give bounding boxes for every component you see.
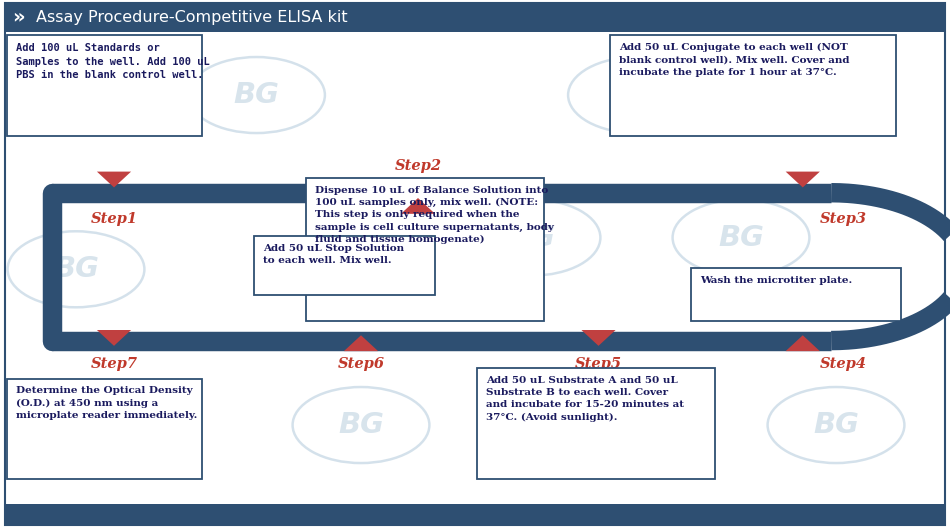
Text: Step3: Step3 [820,212,867,226]
Text: BG: BG [813,411,859,439]
Polygon shape [344,335,378,351]
Text: Step2: Step2 [394,159,442,173]
Text: BG: BG [509,223,555,252]
Text: Add 100 uL Standards or
Samples to the well. Add 100 uL
PBS in the blank control: Add 100 uL Standards or Samples to the w… [16,43,210,80]
FancyBboxPatch shape [306,178,544,321]
Text: BG: BG [338,411,384,439]
Text: BG: BG [618,83,655,107]
Text: Step1: Step1 [90,212,138,226]
FancyBboxPatch shape [5,504,945,525]
Polygon shape [97,172,131,187]
Text: Wash the microtiter plate.: Wash the microtiter plate. [700,276,852,285]
FancyBboxPatch shape [610,35,896,136]
Text: BG: BG [53,255,99,284]
FancyBboxPatch shape [691,268,901,321]
Text: Step7: Step7 [90,357,138,371]
FancyBboxPatch shape [477,368,715,479]
Text: »: » [12,8,25,26]
Polygon shape [5,3,399,32]
FancyBboxPatch shape [254,236,435,295]
Text: Add 50 uL Conjugate to each well (NOT
blank control well). Mix well. Cover and
i: Add 50 uL Conjugate to each well (NOT bl… [619,43,850,77]
Text: Dispense 10 uL of Balance Solution into
100 uL samples only, mix well. (NOTE:
Th: Dispense 10 uL of Balance Solution into … [315,186,554,244]
Text: Step5: Step5 [575,357,622,371]
Polygon shape [401,198,435,214]
Text: BG: BG [718,223,764,252]
Text: BG: BG [234,81,279,109]
FancyBboxPatch shape [7,35,202,136]
Text: Determine the Optical Density
(O.D.) at 450 nm using a
microplate reader immedia: Determine the Optical Density (O.D.) at … [16,386,198,420]
Text: Add 50 uL Substrate A and 50 uL
Substrate B to each well. Cover
and incubate for: Add 50 uL Substrate A and 50 uL Substrat… [486,376,684,421]
Text: Step6: Step6 [337,357,385,371]
FancyBboxPatch shape [7,379,202,479]
Text: Step4: Step4 [820,357,867,371]
Polygon shape [581,330,616,346]
FancyBboxPatch shape [5,3,945,32]
Polygon shape [786,172,820,187]
Polygon shape [786,335,820,351]
Polygon shape [97,330,131,346]
Text: Assay Procedure-Competitive ELISA kit: Assay Procedure-Competitive ELISA kit [36,10,348,25]
Text: Add 50 uL Stop Solution
to each well. Mix well.: Add 50 uL Stop Solution to each well. Mi… [263,244,405,265]
